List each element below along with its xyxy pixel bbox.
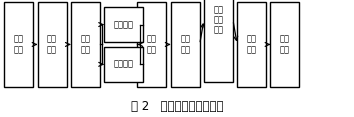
Bar xyxy=(171,2,200,87)
Bar xyxy=(104,47,143,82)
Text: 阈值
产生: 阈值 产生 xyxy=(147,35,157,54)
Text: 红外
脉冲: 红外 脉冲 xyxy=(14,35,24,54)
Bar xyxy=(4,2,33,87)
Bar xyxy=(237,2,266,87)
Bar xyxy=(71,2,100,87)
Bar xyxy=(270,2,299,87)
Bar xyxy=(137,2,166,87)
Text: 图 2   红外接收器结构框图: 图 2 红外接收器结构框图 xyxy=(131,101,223,113)
Text: 差分
信号
形成: 差分 信号 形成 xyxy=(213,5,223,35)
Bar xyxy=(38,2,67,87)
Text: 频域
均衡: 频域 均衡 xyxy=(80,35,90,54)
Text: 码元
判决: 码元 判决 xyxy=(180,35,190,54)
Bar xyxy=(104,7,143,42)
Text: 光电
转换: 光电 转换 xyxy=(47,35,57,54)
Text: 谷值提取: 谷值提取 xyxy=(114,20,134,29)
Text: 差分
信号: 差分 信号 xyxy=(280,35,290,54)
Text: 解码
电路: 解码 电路 xyxy=(247,35,257,54)
Bar xyxy=(204,0,233,82)
Text: 峰值提取: 峰值提取 xyxy=(114,60,134,69)
